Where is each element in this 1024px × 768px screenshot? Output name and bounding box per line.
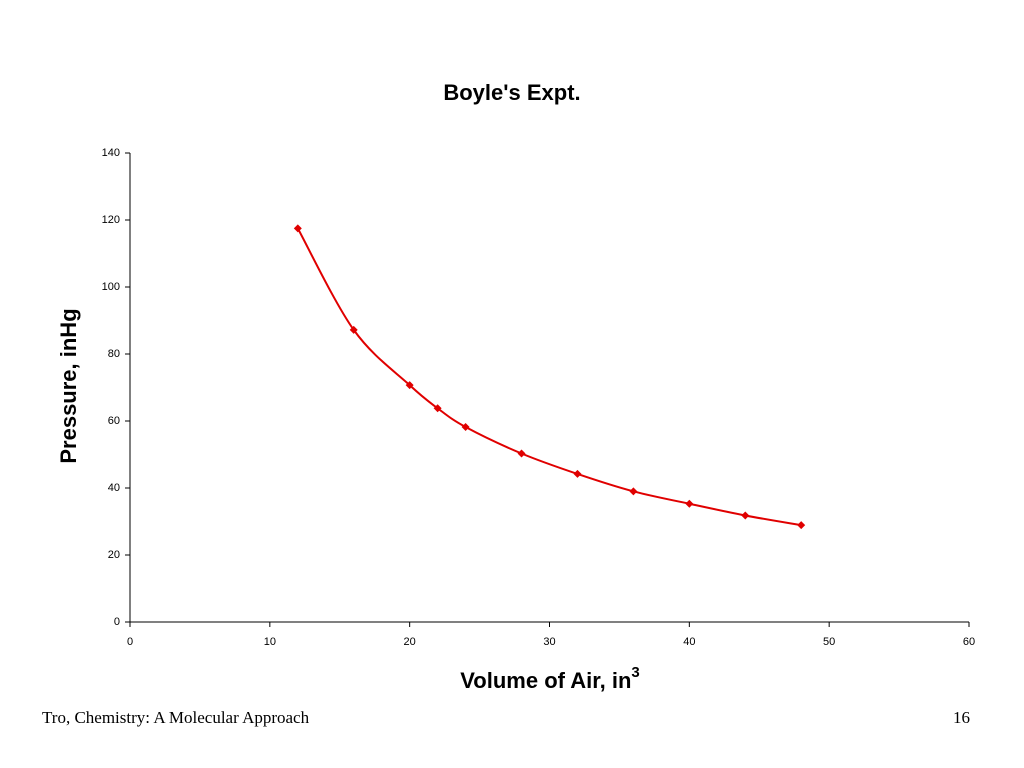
y-tick-label: 120 [102, 214, 120, 226]
page-number: 16 [953, 708, 970, 727]
x-tick-label: 50 [823, 636, 835, 648]
data-point [405, 381, 414, 390]
x-tick-label: 0 [127, 636, 133, 648]
data-point [433, 404, 442, 413]
data-point [461, 423, 470, 432]
x-tick-label: 10 [264, 636, 276, 648]
chart-title: Boyle's Expt. [443, 80, 580, 105]
y-tick-label: 40 [108, 482, 120, 494]
x-axis-label-superscript: 3 [631, 664, 639, 681]
x-axis-label: Volume of Air, in3 [460, 664, 639, 693]
data-point [573, 469, 582, 478]
y-tick-label: 0 [114, 616, 120, 628]
y-tick-label: 140 [102, 147, 120, 159]
x-tick-label: 60 [963, 636, 975, 648]
y-tick-label: 80 [108, 348, 120, 360]
x-tick-label: 30 [543, 636, 555, 648]
data-line [296, 227, 802, 527]
data-point [517, 449, 526, 458]
data-point [349, 325, 358, 334]
y-tick-label: 60 [108, 415, 120, 427]
footer-source: Tro, Chemistry: A Molecular Approach [42, 708, 310, 727]
data-point [685, 499, 694, 508]
x-tick-label: 20 [404, 636, 416, 648]
y-axis-label: Pressure, inHg [56, 308, 81, 463]
y-tick-label: 20 [108, 549, 120, 561]
data-point [797, 521, 806, 530]
x-axis-label-text: Volume of Air, in [460, 668, 631, 693]
x-tick-label: 40 [683, 636, 695, 648]
data-point [293, 224, 302, 233]
data-point [629, 487, 638, 496]
y-tick-label: 100 [102, 281, 120, 293]
data-point [741, 511, 750, 520]
